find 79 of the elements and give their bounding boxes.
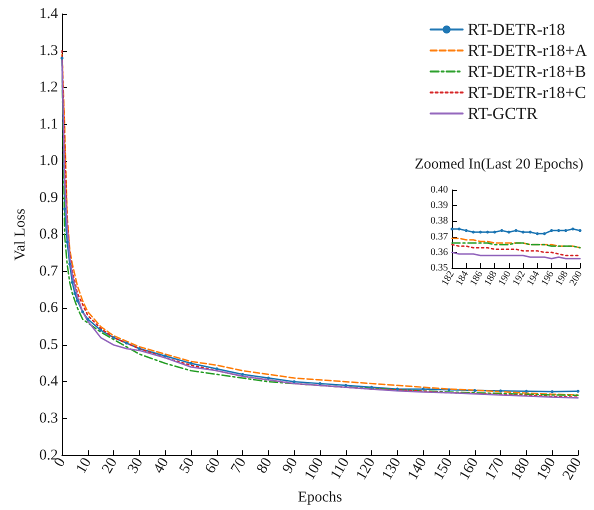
point [66, 240, 69, 244]
point [164, 354, 167, 358]
point [81, 310, 84, 314]
x-tick-label: 80 [254, 455, 276, 476]
x-tick-label: 90 [280, 455, 302, 476]
x-tick-label: 170 [482, 455, 508, 483]
point [344, 384, 348, 387]
x-tick-label: 140 [405, 455, 430, 483]
x-tick-label: 110 [328, 455, 353, 482]
x-axis-title: Epochs [298, 490, 342, 506]
point [190, 362, 192, 365]
legend-label: RT-GCTR [468, 104, 538, 123]
point [550, 390, 554, 394]
legend-label: RT-DETR-r18+A [468, 41, 588, 60]
y-axis-title: Val Loss [12, 208, 28, 261]
point [76, 299, 79, 302]
y-tick-label: 0.4 [39, 374, 58, 390]
y-tick-label: 0.8 [39, 226, 58, 243]
point [318, 382, 322, 386]
point [70, 280, 74, 284]
x-tick-label: 100 [302, 455, 327, 483]
y-tick-label: 1.4 [39, 6, 58, 22]
point [396, 388, 399, 391]
point [60, 56, 64, 60]
y-tick-label: 0.36 [430, 246, 448, 258]
y-tick-label: 0.35 [430, 262, 448, 274]
point [241, 372, 244, 376]
chart-title: Zoomed In(Last 20 Epochs) [414, 156, 584, 172]
x-tick-label: 60 [202, 455, 224, 476]
y-tick-label: 1.2 [39, 80, 58, 96]
y-tick-label: 0.5 [39, 336, 58, 353]
point [292, 380, 296, 384]
x-tick-label: 40 [150, 455, 172, 476]
point [73, 292, 76, 295]
x-tick-label: 190 [534, 455, 560, 483]
point [112, 336, 116, 340]
x-tick-label: 10 [73, 455, 95, 476]
x-tick-label: 184 [454, 269, 471, 288]
y-tick-label: 0.38 [430, 216, 448, 227]
line-series [451, 252, 581, 260]
point [576, 390, 580, 393]
line-series [451, 244, 581, 256]
legend-label: RT-DETR-r18+C [468, 83, 586, 102]
x-tick-label: 50 [176, 455, 198, 476]
y-tick-label: 0.40 [430, 184, 448, 196]
legend-label: RT-DETR-r18 [468, 20, 566, 39]
y-tick-label: 1.0 [39, 153, 58, 170]
x-tick-label: 180 [508, 455, 534, 483]
point [422, 388, 425, 391]
y-tick-label: 0.7 [39, 263, 58, 280]
legend-label: RT-DETR-r18+B [468, 62, 586, 81]
y-tick-label: 0.6 [39, 300, 58, 316]
x-tick-label: 30 [124, 455, 146, 476]
point [99, 328, 102, 332]
line-series [451, 238, 581, 248]
point [215, 367, 218, 370]
x-tick-label: 70 [228, 455, 250, 476]
x-tick-label: 150 [430, 455, 456, 483]
y-tick-label: 0.37 [430, 231, 448, 242]
point [68, 262, 72, 266]
point [125, 342, 128, 345]
point [448, 388, 450, 392]
y-tick-label: 0.3 [39, 410, 58, 426]
point [499, 389, 502, 392]
point [86, 318, 90, 321]
x-tick-label: 130 [379, 455, 404, 483]
point [138, 347, 141, 350]
x-tick-label: 160 [456, 455, 482, 483]
y-tick-label: 1.1 [39, 116, 58, 132]
x-tick-label: 200 [560, 455, 585, 483]
point [473, 389, 476, 392]
point [63, 207, 66, 210]
y-tick-label: 0.39 [430, 200, 448, 212]
point [524, 390, 528, 393]
y-tick-label: 1.3 [39, 42, 58, 59]
point [370, 386, 374, 389]
x-tick-label: 120 [353, 455, 379, 483]
x-tick-label: 20 [99, 455, 121, 476]
y-tick-label: 0.9 [39, 190, 58, 206]
